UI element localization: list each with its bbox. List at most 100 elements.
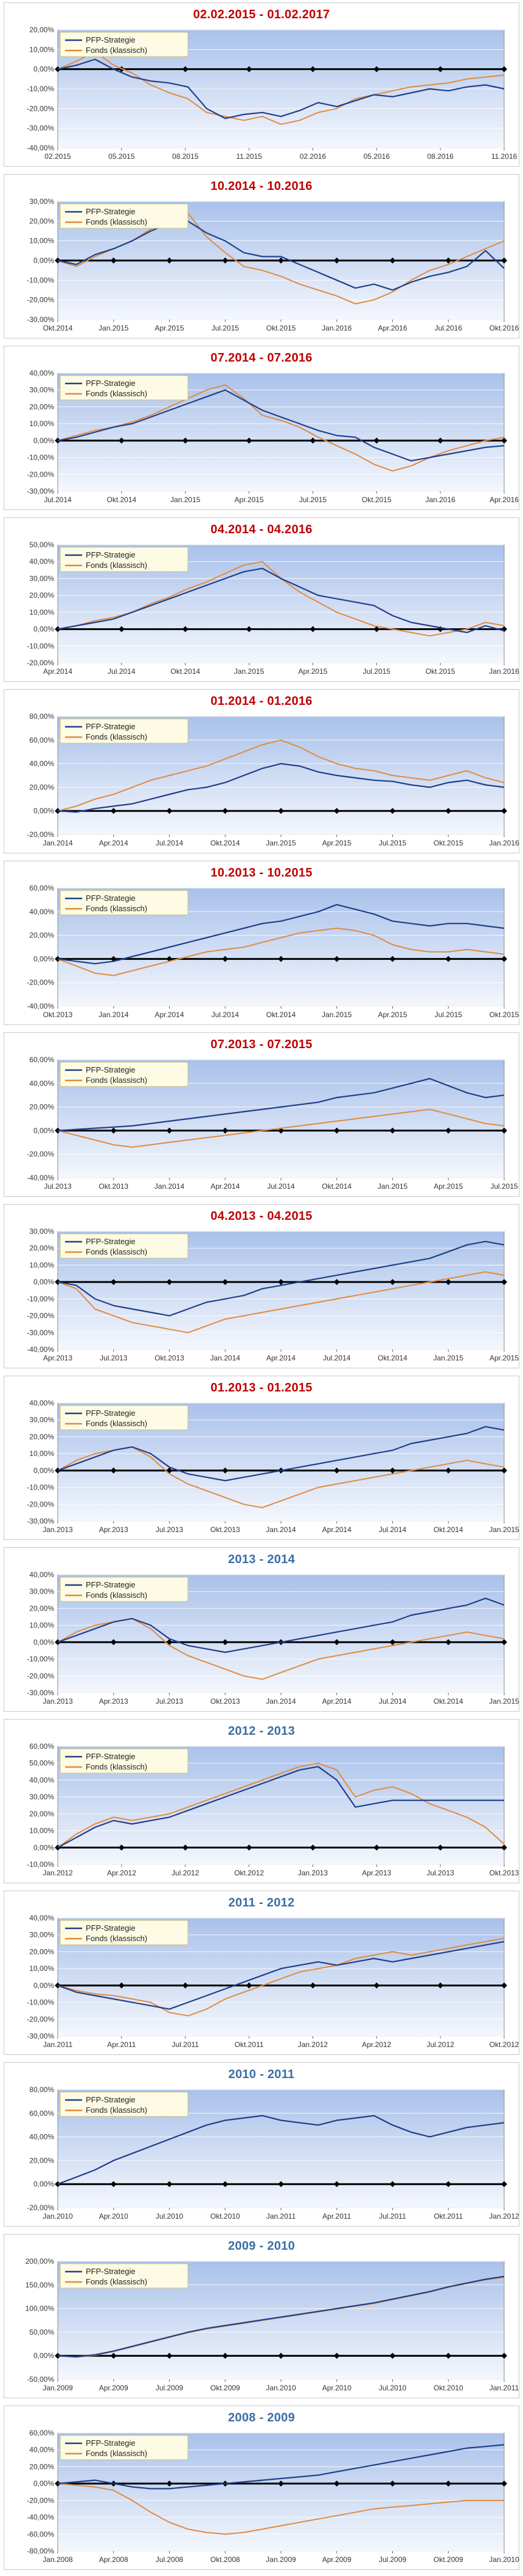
- legend: PFP-Strategie Fonds (klassisch): [60, 32, 189, 57]
- y-tick-label: 20,00%: [29, 1103, 54, 1111]
- x-tick-label: Jan.2009: [43, 2384, 73, 2392]
- y-tick-label: 20,00%: [29, 217, 54, 225]
- zero-line-marker: [501, 437, 507, 444]
- y-tick-label: 30,00%: [29, 1931, 54, 1939]
- chart-svg: 40,00% 30,00% 20,00% 10,00% 0,00% -10,00% -20,…: [27, 369, 519, 504]
- x-tick-label: 08.2015: [172, 152, 199, 161]
- legend-label: Fonds (klassisch): [86, 46, 147, 55]
- series-line-pfp-strategie: [57, 763, 505, 813]
- y-tick-label: 10,00%: [29, 1449, 54, 1458]
- y-tick-label: -40,00%: [27, 1174, 54, 1182]
- x-tick-label: Jan.2016: [489, 667, 519, 676]
- y-tick-label: 30,00%: [29, 197, 54, 206]
- zero-line-marker: [445, 1639, 452, 1645]
- zero-line-marker: [501, 1639, 507, 1645]
- x-tick-label: Jan.2015: [234, 667, 265, 676]
- x-tick-label: Apr.2013: [362, 1869, 391, 1877]
- y-tick-label: 40,00%: [29, 1570, 54, 1579]
- y-tick-label: 40,00%: [29, 369, 54, 377]
- x-tick-label: Jul.2014: [212, 1010, 240, 1019]
- legend-label: PFP-Strategie: [86, 722, 136, 731]
- y-tick-label: 30,00%: [29, 1227, 54, 1236]
- x-tick-label: Jan.2013: [43, 1525, 73, 1534]
- x-tick-label: Apr.2015: [235, 495, 264, 504]
- x-tick-label: Apr.2015: [154, 324, 184, 332]
- x-tick-label: Okt.2015: [266, 324, 296, 332]
- x-tick-label: Okt.2013: [43, 1010, 73, 1019]
- y-tick-label: -40,00%: [27, 2513, 54, 2522]
- legend-label: Fonds (klassisch): [86, 1419, 147, 1428]
- y-tick-label: 40,00%: [29, 2446, 54, 2454]
- legend-label: Fonds (klassisch): [86, 389, 147, 398]
- y-tick-label: 40,00%: [29, 558, 54, 566]
- y-tick-label: 40,00%: [29, 2133, 54, 2141]
- y-tick-label: 0,00%: [33, 1843, 54, 1852]
- series-line-pfp-strategie: [57, 2275, 505, 2357]
- x-tick-label: Jan.2015: [489, 1697, 519, 1706]
- x-tick-label: Jul.2010: [379, 2384, 407, 2392]
- zero-line-marker: [445, 2353, 452, 2359]
- x-tick-label: Okt.2014: [107, 495, 137, 504]
- x-tick-label: Okt.2010: [210, 2212, 240, 2221]
- series-line-pfp-strategie: [57, 1426, 505, 1482]
- x-tick-label: Okt.2015: [434, 839, 463, 847]
- legend-label: Fonds (klassisch): [86, 1247, 147, 1256]
- x-tick-label: Apr.2013: [43, 1354, 72, 1362]
- legend-label: PFP-Strategie: [86, 1752, 136, 1761]
- y-tick-label: 20,00%: [29, 1604, 54, 1612]
- x-tick-label: Jan.2015: [266, 839, 296, 847]
- x-tick-label: Jul.2009: [379, 2555, 407, 2564]
- legend-label: PFP-Strategie: [86, 35, 136, 44]
- legend-label: Fonds (klassisch): [86, 732, 147, 741]
- y-tick-label: 20,00%: [29, 931, 54, 940]
- y-tick-label: 40,00%: [29, 908, 54, 916]
- x-tick-label: Apr.2014: [99, 839, 128, 847]
- x-tick-label: Jan.2010: [43, 2212, 73, 2221]
- y-tick-label: 10,00%: [29, 1261, 54, 1269]
- chart-panel: 02.02.2015 - 01.02.2017 20,00% 10,00% 0,00%…: [4, 2, 519, 167]
- chart-panel: 2010 - 2011 80,00% 60,00% 40,00% 20,00% 0,00%…: [4, 2062, 519, 2227]
- x-tick-label: Jan.2008: [43, 2555, 73, 2564]
- zero-line-marker: [246, 626, 252, 632]
- x-tick-label: Apr.2010: [322, 2384, 352, 2392]
- x-tick-label: Apr.2015: [298, 667, 327, 676]
- legend-label: PFP-Strategie: [86, 894, 136, 903]
- legend-box: [60, 718, 189, 744]
- x-tick-label: Apr.2015: [378, 1010, 407, 1019]
- chart-svg: 20,00% 10,00% 0,00% -10,00% -20,00% -30,00% -4…: [27, 26, 517, 161]
- chart-title: 07.2013 - 07.2015: [210, 1038, 313, 1051]
- y-tick-label: 60,00%: [29, 2109, 54, 2118]
- chart-title: 01.2014 - 01.2016: [210, 695, 313, 708]
- legend-label: PFP-Strategie: [86, 379, 136, 388]
- zero-line-marker: [373, 626, 380, 632]
- x-tick-label: Okt.2014: [266, 1010, 296, 1019]
- x-tick-label: Jan.2014: [210, 1354, 241, 1362]
- y-tick-label: 0,00%: [33, 1278, 54, 1286]
- x-tick-label: Jul.2014: [108, 667, 136, 676]
- legend-label: Fonds (klassisch): [86, 1762, 147, 1771]
- chart-svg: 40,00% 30,00% 20,00% 10,00% 0,00% -10,00% -20,…: [27, 1570, 519, 1706]
- x-tick-label: Jan.2010: [266, 2384, 296, 2392]
- x-tick-label: Okt.2010: [434, 2384, 463, 2392]
- x-tick-label: Jan.2011: [490, 2384, 519, 2392]
- series-line-pfp-strategie: [57, 2444, 505, 2490]
- series-line-pfp-strategie: [57, 1077, 505, 1132]
- y-tick-label: 10,00%: [29, 45, 54, 54]
- zero-line-marker: [437, 66, 444, 72]
- chart-title: 02.02.2015 - 01.02.2017: [193, 8, 330, 21]
- x-tick-label: Apr.2013: [99, 1525, 128, 1534]
- y-tick-label: 20,00%: [29, 783, 54, 791]
- zero-line-marker: [501, 1982, 507, 1989]
- y-tick-label: 0,00%: [33, 1981, 54, 1990]
- y-tick-label: 60,00%: [29, 2429, 54, 2437]
- y-tick-label: 10,00%: [29, 1621, 54, 1629]
- y-tick-label: 0,00%: [33, 436, 54, 445]
- y-tick-label: 40,00%: [29, 1776, 54, 1784]
- zero-line-marker: [118, 626, 125, 632]
- legend-label: PFP-Strategie: [86, 1237, 136, 1246]
- legend-label: Fonds (klassisch): [86, 217, 147, 226]
- y-tick-label: 0,00%: [33, 256, 54, 265]
- y-tick-label: -20,00%: [27, 2015, 54, 2023]
